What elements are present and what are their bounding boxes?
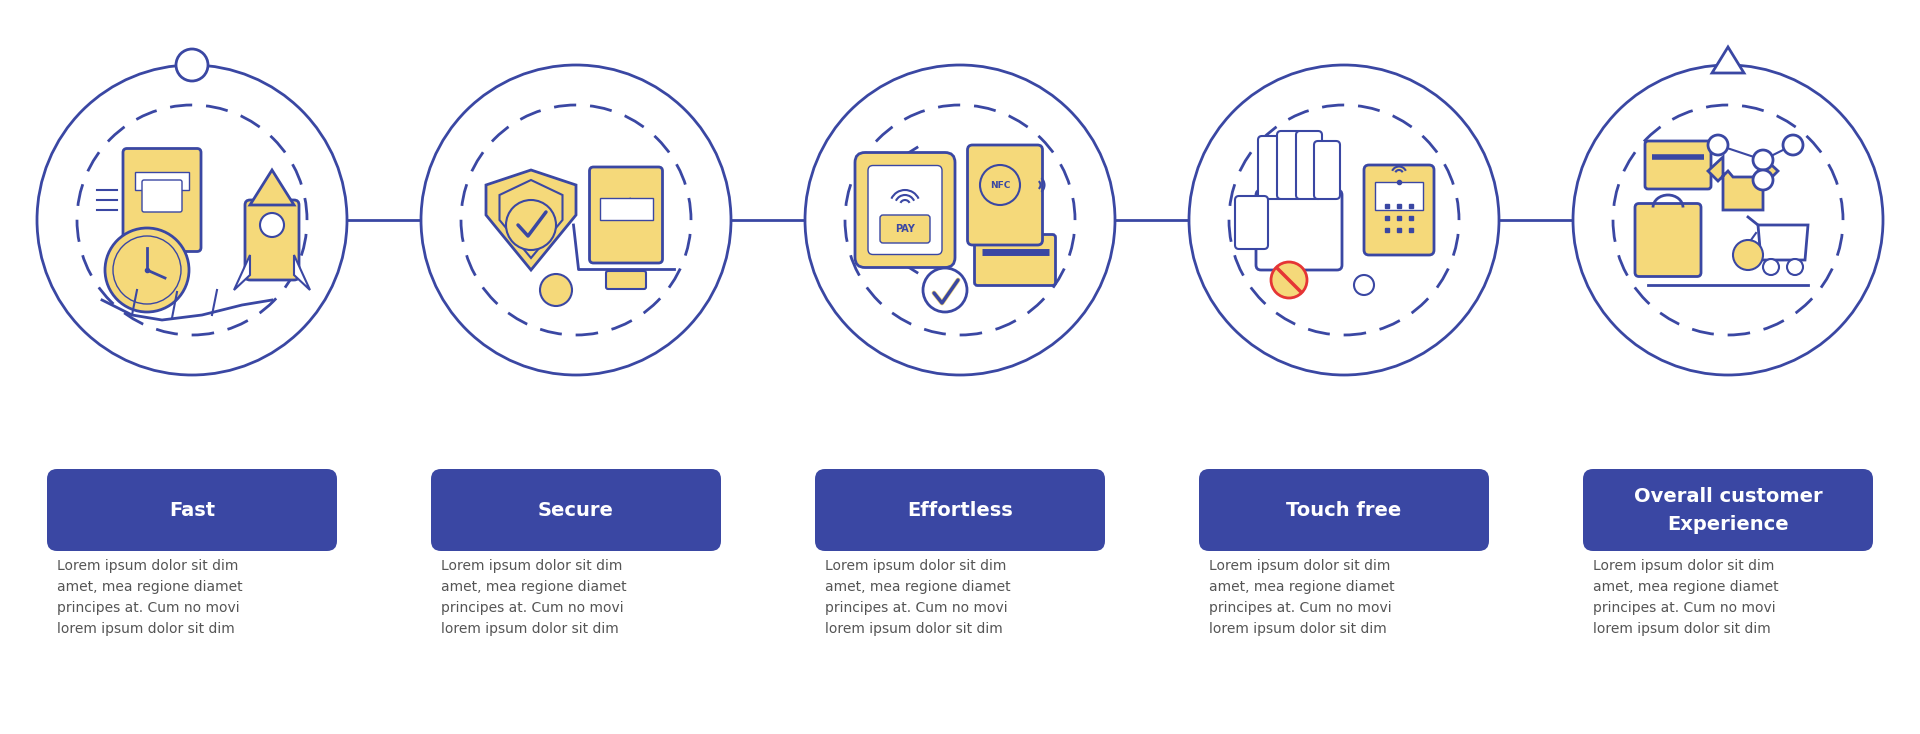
Circle shape: [36, 65, 348, 375]
Text: Lorem ipsum dolor sit dim
amet, mea regione diamet
principes at. Cum no movi
lor: Lorem ipsum dolor sit dim amet, mea regi…: [1594, 559, 1778, 636]
Polygon shape: [1713, 47, 1743, 73]
Circle shape: [507, 200, 557, 250]
Text: NFC: NFC: [991, 181, 1010, 189]
Circle shape: [177, 49, 207, 81]
Text: PAY: PAY: [895, 224, 916, 234]
Text: Lorem ipsum dolor sit dim
amet, mea regione diamet
principes at. Cum no movi
lor: Lorem ipsum dolor sit dim amet, mea regi…: [826, 559, 1010, 636]
Polygon shape: [1759, 225, 1809, 260]
FancyBboxPatch shape: [142, 180, 182, 212]
FancyBboxPatch shape: [814, 469, 1106, 551]
Polygon shape: [486, 170, 576, 270]
Circle shape: [1734, 240, 1763, 270]
Ellipse shape: [513, 157, 639, 283]
Circle shape: [1788, 259, 1803, 275]
Text: Experience: Experience: [1667, 515, 1789, 534]
FancyBboxPatch shape: [879, 215, 929, 243]
Circle shape: [1763, 259, 1780, 275]
FancyBboxPatch shape: [1277, 131, 1304, 199]
Circle shape: [1753, 150, 1772, 170]
Text: Secure: Secure: [538, 501, 614, 520]
Circle shape: [804, 65, 1116, 375]
Text: Lorem ipsum dolor sit dim
amet, mea regione diamet
principes at. Cum no movi
lor: Lorem ipsum dolor sit dim amet, mea regi…: [1210, 559, 1394, 636]
FancyBboxPatch shape: [854, 153, 954, 267]
FancyBboxPatch shape: [1363, 165, 1434, 255]
Circle shape: [1271, 262, 1308, 298]
FancyBboxPatch shape: [1313, 141, 1340, 199]
FancyBboxPatch shape: [46, 469, 338, 551]
Ellipse shape: [1281, 157, 1407, 283]
FancyBboxPatch shape: [1256, 190, 1342, 270]
FancyBboxPatch shape: [1258, 136, 1284, 199]
Circle shape: [1709, 135, 1728, 155]
Text: Effortless: Effortless: [906, 501, 1014, 520]
FancyBboxPatch shape: [1645, 141, 1711, 189]
FancyBboxPatch shape: [1375, 182, 1423, 210]
Circle shape: [1572, 65, 1884, 375]
FancyBboxPatch shape: [968, 145, 1043, 245]
Ellipse shape: [897, 157, 1023, 283]
Text: Overall customer: Overall customer: [1634, 487, 1822, 506]
Ellipse shape: [129, 157, 255, 283]
FancyBboxPatch shape: [430, 469, 722, 551]
FancyBboxPatch shape: [123, 148, 202, 252]
FancyBboxPatch shape: [868, 165, 943, 255]
FancyBboxPatch shape: [1235, 196, 1267, 249]
FancyBboxPatch shape: [1198, 469, 1490, 551]
FancyBboxPatch shape: [246, 200, 300, 280]
Circle shape: [1188, 65, 1500, 375]
Circle shape: [1354, 275, 1375, 295]
Polygon shape: [234, 255, 250, 290]
FancyBboxPatch shape: [607, 271, 645, 289]
Text: Fast: Fast: [169, 501, 215, 520]
Circle shape: [259, 213, 284, 237]
FancyBboxPatch shape: [975, 234, 1056, 286]
Circle shape: [420, 65, 732, 375]
Ellipse shape: [1665, 157, 1791, 283]
Circle shape: [106, 228, 188, 312]
Text: Lorem ipsum dolor sit dim
amet, mea regione diamet
principes at. Cum no movi
lor: Lorem ipsum dolor sit dim amet, mea regi…: [58, 559, 242, 636]
Polygon shape: [294, 255, 309, 290]
Circle shape: [979, 165, 1020, 205]
Polygon shape: [1709, 157, 1778, 210]
Circle shape: [1784, 135, 1803, 155]
FancyBboxPatch shape: [134, 172, 188, 190]
Text: Lorem ipsum dolor sit dim
amet, mea regione diamet
principes at. Cum no movi
lor: Lorem ipsum dolor sit dim amet, mea regi…: [442, 559, 626, 636]
FancyBboxPatch shape: [1582, 469, 1874, 551]
Text: Touch free: Touch free: [1286, 501, 1402, 520]
FancyBboxPatch shape: [589, 167, 662, 263]
FancyBboxPatch shape: [599, 198, 653, 220]
FancyBboxPatch shape: [1636, 203, 1701, 277]
Circle shape: [540, 274, 572, 306]
Polygon shape: [250, 170, 294, 205]
FancyBboxPatch shape: [1296, 131, 1323, 199]
Circle shape: [1753, 170, 1772, 190]
